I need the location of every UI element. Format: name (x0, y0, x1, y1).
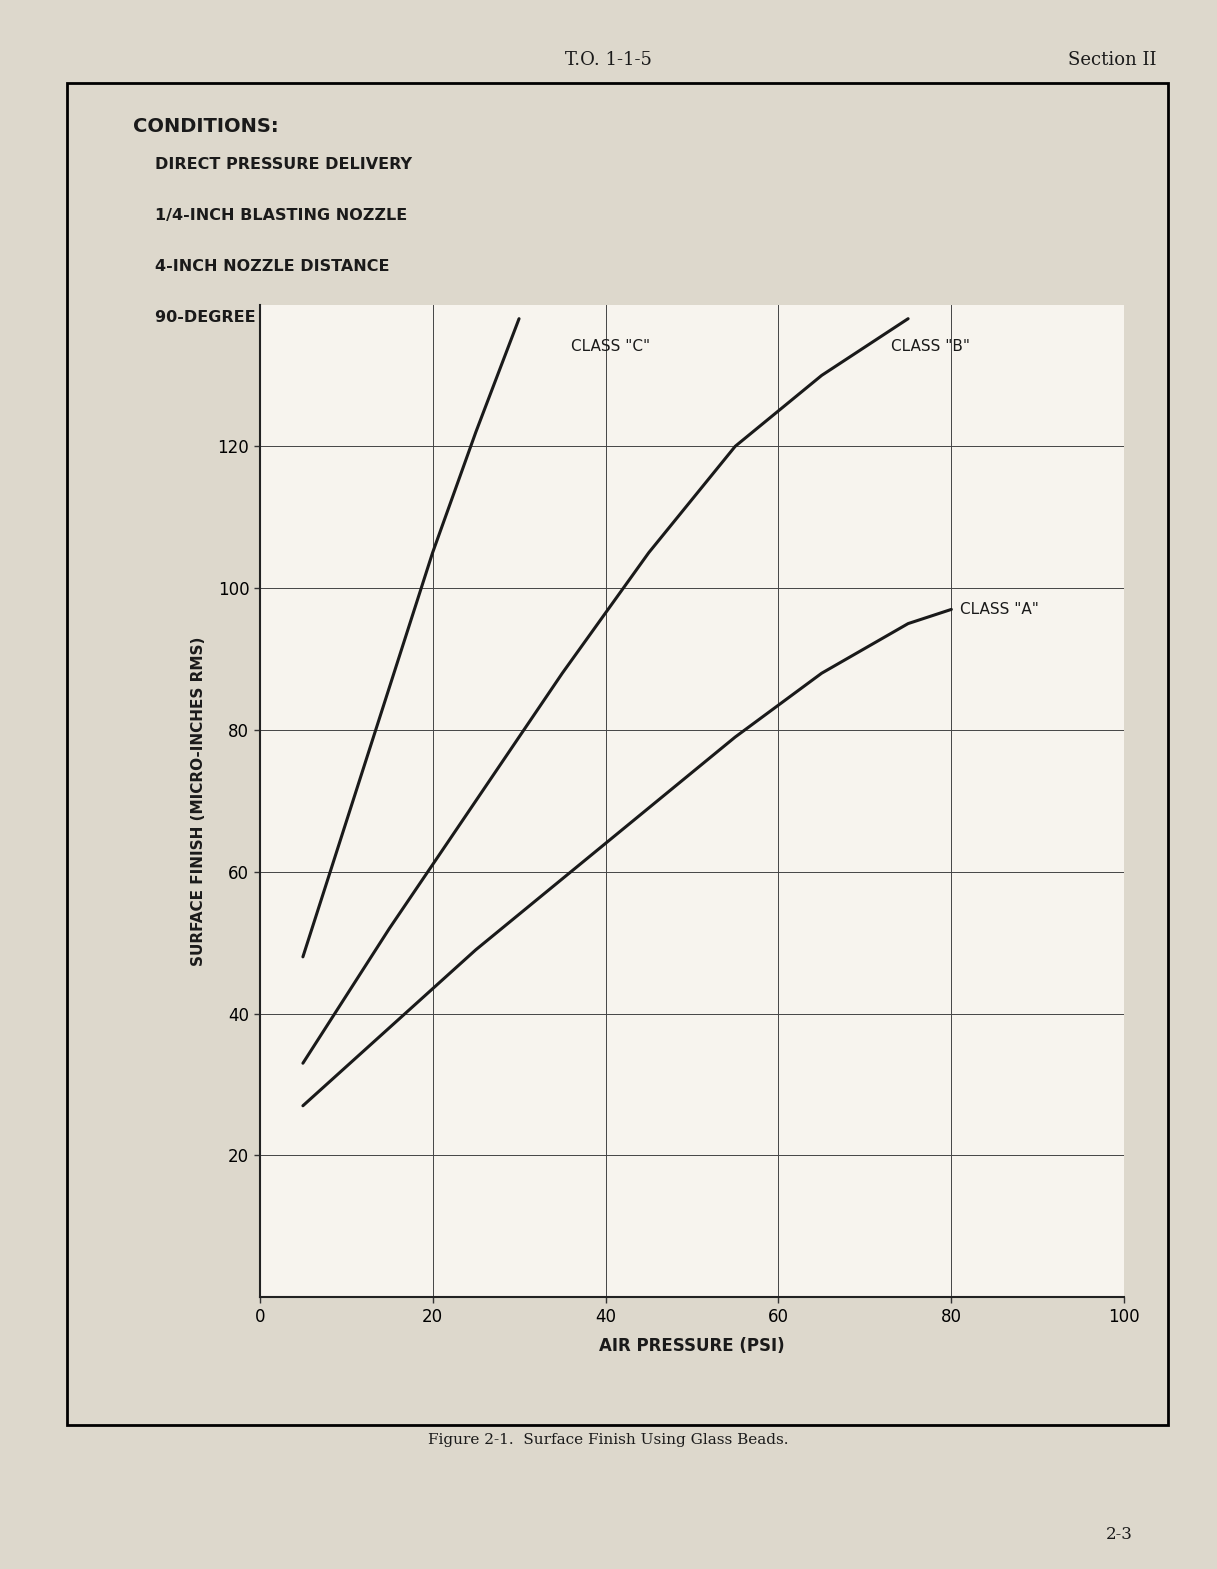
Text: CONDITIONS:: CONDITIONS: (133, 116, 279, 135)
Text: DIRECT PRESSURE DELIVERY: DIRECT PRESSURE DELIVERY (155, 157, 413, 173)
Text: CLASS "B": CLASS "B" (891, 339, 970, 355)
Text: 1/4-INCH BLASTING NOZZLE: 1/4-INCH BLASTING NOZZLE (155, 209, 408, 223)
Y-axis label: SURFACE FINISH (MICRO-INCHES RMS): SURFACE FINISH (MICRO-INCHES RMS) (191, 635, 207, 965)
Text: 90-DEGREE NOZZLE ANGLE: 90-DEGREE NOZZLE ANGLE (155, 309, 399, 325)
Text: 4-INCH NOZZLE DISTANCE: 4-INCH NOZZLE DISTANCE (155, 259, 389, 275)
Text: CLASS "A": CLASS "A" (960, 602, 1039, 617)
X-axis label: AIR PRESSURE (PSI): AIR PRESSURE (PSI) (599, 1337, 785, 1354)
Text: 2-3: 2-3 (1106, 1527, 1133, 1542)
Text: Section II: Section II (1067, 50, 1156, 69)
Text: Figure 2-1.  Surface Finish Using Glass Beads.: Figure 2-1. Surface Finish Using Glass B… (428, 1434, 789, 1447)
Text: CLASS "C": CLASS "C" (571, 339, 650, 355)
Text: T.O. 1-1-5: T.O. 1-1-5 (565, 50, 652, 69)
